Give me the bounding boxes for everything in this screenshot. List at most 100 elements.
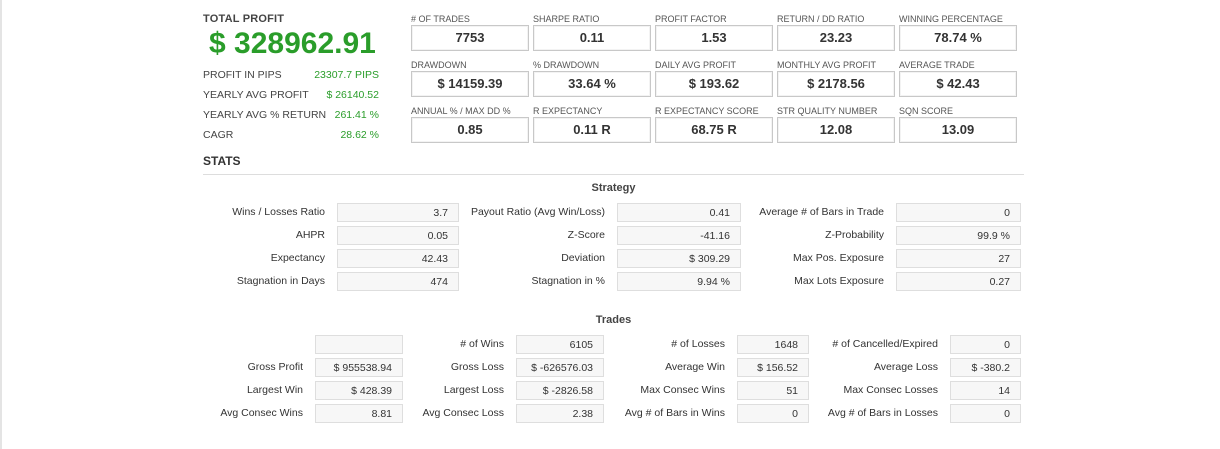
metric-label: DRAWDOWN <box>411 60 467 70</box>
profit-in-pips-label: PROFIT IN PIPS <box>203 69 282 81</box>
metric-label: % DRAWDOWN <box>533 60 600 70</box>
strategy-value: 0.41 <box>617 203 741 222</box>
metric-value: $ 193.62 <box>655 71 773 97</box>
metric-value: 68.75 R <box>655 117 773 143</box>
metric-label: SQN SCORE <box>899 106 954 116</box>
trades-value: $ 156.52 <box>737 358 809 377</box>
trades-value: 2.38 <box>516 404 604 423</box>
trades-value: $ 955538.94 <box>315 358 403 377</box>
strategy-label: Payout Ratio (Avg Win/Loss) <box>470 206 605 218</box>
strategy-value: 27 <box>896 249 1021 268</box>
metric-value: 33.64 % <box>533 71 651 97</box>
stats-heading: STATS <box>203 154 241 168</box>
metric-daily-avg-profit: DAILY AVG PROFIT $ 193.62 <box>655 59 773 97</box>
stats-divider <box>203 174 1024 175</box>
yearly-avg-profit-value: $ 26140.52 <box>326 89 379 101</box>
trades-value: $ -626576.03 <box>516 358 604 377</box>
metric-average-trade: AVERAGE TRADE $ 42.43 <box>899 59 1017 97</box>
metric-value: 78.74 % <box>899 25 1017 51</box>
metric-value: 12.08 <box>777 117 895 143</box>
strategy-label: Z-Score <box>567 229 605 241</box>
trades-heading: Trades <box>595 314 632 326</box>
metric-value: 23.23 <box>777 25 895 51</box>
metric-drawdown: DRAWDOWN $ 14159.39 <box>411 59 529 97</box>
metric-label: MONTHLY AVG PROFIT <box>777 60 877 70</box>
trades-label <box>203 334 303 355</box>
metric-value: $ 14159.39 <box>411 71 529 97</box>
strategy-label: AHPR <box>295 229 325 241</box>
trades-label: Avg Consec Loss <box>422 407 504 419</box>
metric-monthly-avg-profit: MONTHLY AVG PROFIT $ 2178.56 <box>777 59 895 97</box>
trades-value: 6105 <box>516 335 604 354</box>
yearly-avg-return-row: YEARLY AVG % RETURN 261.41 % <box>203 109 379 127</box>
metric-label: WINNING PERCENTAGE <box>899 14 1003 24</box>
trades-label: Avg # of Bars in Losses <box>827 407 938 419</box>
strategy-value: 42.43 <box>337 249 459 268</box>
metric-winning-percentage: WINNING PERCENTAGE 78.74 % <box>899 13 1017 51</box>
metric-pct-drawdown: % DRAWDOWN 33.64 % <box>533 59 651 97</box>
metric-label: R EXPECTANCY <box>533 106 603 116</box>
metric-value: 0.11 <box>533 25 651 51</box>
strategy-label: Average # of Bars in Trade <box>759 206 884 218</box>
metric-label: DAILY AVG PROFIT <box>655 60 737 70</box>
trades-value: 51 <box>737 381 809 400</box>
trades-value: $ -2826.58 <box>516 381 604 400</box>
metric-r-expectancy-score: R EXPECTANCY SCORE 68.75 R <box>655 105 773 143</box>
strategy-label: Wins / Losses Ratio <box>232 206 325 218</box>
metric-annual-max-dd: ANNUAL % / MAX DD % 0.85 <box>411 105 529 143</box>
strategy-value: -41.16 <box>617 226 741 245</box>
metric-value: 13.09 <box>899 117 1017 143</box>
strategy-label: Max Lots Exposure <box>794 275 884 287</box>
trades-label: Max Consec Losses <box>843 384 938 396</box>
cagr-label: CAGR <box>203 129 234 141</box>
metric-label: STR QUALITY NUMBER <box>777 106 878 116</box>
trades-value: 1648 <box>737 335 809 354</box>
strategy-heading: Strategy <box>591 182 636 194</box>
metric-sqn-score: SQN SCORE 13.09 <box>899 105 1017 143</box>
metric-str-quality-number: STR QUALITY NUMBER 12.08 <box>777 105 895 143</box>
trades-label: Gross Loss <box>450 361 504 373</box>
strategy-label: Expectancy <box>270 252 325 264</box>
yearly-avg-return-label: YEARLY AVG % RETURN <box>203 109 327 121</box>
trades-value: 0 <box>950 404 1021 423</box>
strategy-value: 0.27 <box>896 272 1021 291</box>
strategy-value: 9.94 % <box>617 272 741 291</box>
strategy-label: Max Pos. Exposure <box>792 252 884 264</box>
metric-value: $ 2178.56 <box>777 71 895 97</box>
trades-value: 0 <box>737 404 809 423</box>
trades-label: # of Losses <box>671 338 725 350</box>
metric-return-dd-ratio: RETURN / DD RATIO 23.23 <box>777 13 895 51</box>
metric-label: R EXPECTANCY SCORE <box>655 106 759 116</box>
strategy-label: Deviation <box>561 252 605 264</box>
trades-value: $ -380.2 <box>950 358 1021 377</box>
cagr-value: 28.62 % <box>340 129 379 141</box>
trades-label: Avg # of Bars in Wins <box>624 407 725 419</box>
strategy-value: 99.9 % <box>896 226 1021 245</box>
trades-label: Gross Profit <box>247 361 303 373</box>
trades-label: # of Cancelled/Expired <box>832 338 938 350</box>
total-profit-value: $ 328962.91 <box>209 27 376 60</box>
metric-label: RETURN / DD RATIO <box>777 14 865 24</box>
profit-in-pips-row: PROFIT IN PIPS 23307.7 PIPS <box>203 69 379 87</box>
metric-value: 0.85 <box>411 117 529 143</box>
cagr-row: CAGR 28.62 % <box>203 129 379 147</box>
strategy-label: Stagnation in Days <box>236 275 325 287</box>
metric-label: AVERAGE TRADE <box>899 60 975 70</box>
trades-value: 14 <box>950 381 1021 400</box>
left-border <box>0 0 2 449</box>
trades-label: Largest Loss <box>443 384 504 396</box>
total-profit-title: TOTAL PROFIT <box>203 13 285 25</box>
strategy-label: Stagnation in % <box>531 275 605 287</box>
metric-label: SHARPE RATIO <box>533 14 600 24</box>
profit-in-pips-value: 23307.7 PIPS <box>314 69 379 81</box>
trades-label: Max Consec Wins <box>640 384 725 396</box>
metric-value: 7753 <box>411 25 529 51</box>
strategy-label: Z-Probability <box>825 229 884 241</box>
yearly-avg-return-value: 261.41 % <box>334 109 379 121</box>
strategy-value: 0 <box>896 203 1021 222</box>
trades-label: Average Loss <box>873 361 938 373</box>
metric-value: 0.11 R <box>533 117 651 143</box>
strategy-value: 0.05 <box>337 226 459 245</box>
trades-value: 0 <box>950 335 1021 354</box>
trades-value <box>315 335 403 354</box>
